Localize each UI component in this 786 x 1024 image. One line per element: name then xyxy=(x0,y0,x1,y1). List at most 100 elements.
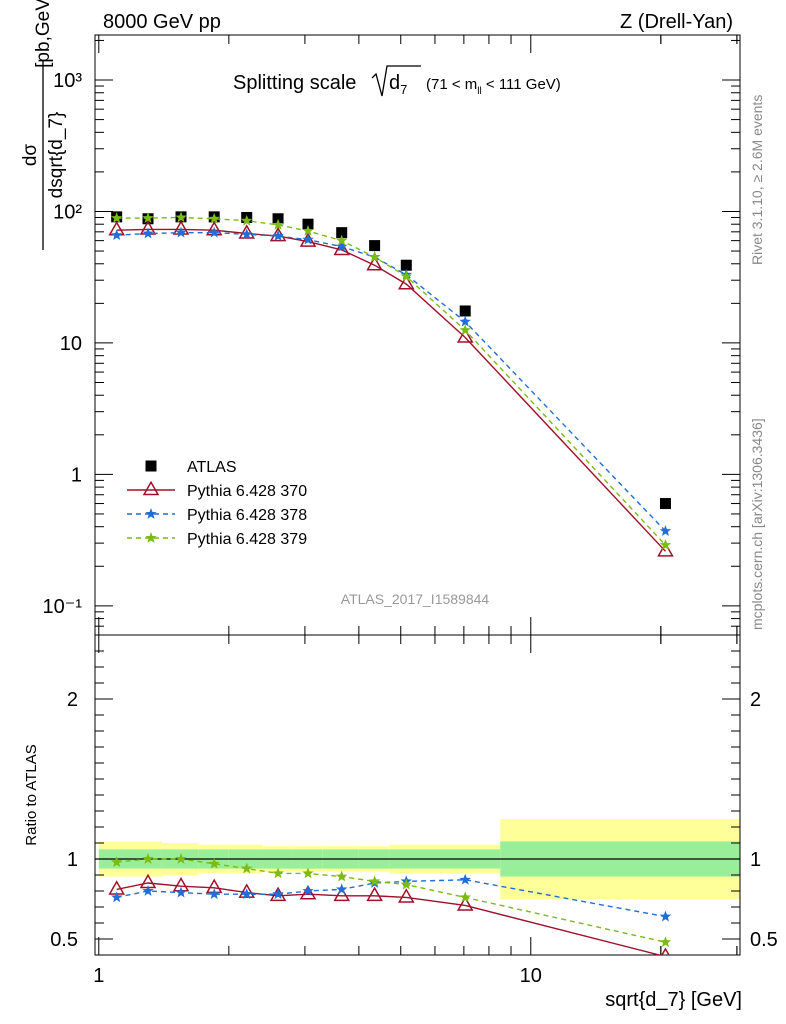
upper-y-axis-label: dσ dsqrt{d_7} [pb,GeV-1] xyxy=(20,0,67,250)
series-3-ratio-point xyxy=(400,878,412,890)
y-tick-label: 10⁻¹ xyxy=(43,596,83,618)
series-2-point xyxy=(208,226,220,238)
series-2-point xyxy=(272,230,284,241)
svg-text:dσ: dσ xyxy=(20,144,41,167)
series-3-ratio-point xyxy=(459,891,471,903)
series-2-ratio-point xyxy=(459,873,471,885)
series-3-point xyxy=(142,212,154,223)
series-0-point xyxy=(302,218,314,230)
series-2-ratio-point xyxy=(302,885,314,896)
ratio-y-tick-label: 1 xyxy=(67,849,78,871)
series-1-point xyxy=(238,224,256,239)
series-2-point xyxy=(175,226,187,238)
series-1-line xyxy=(116,228,667,552)
series-0-point xyxy=(400,259,412,271)
series-3-point xyxy=(241,214,253,226)
series-3-ratio-point xyxy=(110,856,123,868)
series-3-ratio-point xyxy=(272,867,284,879)
plot-title-variable: d7 xyxy=(389,72,407,97)
series-1-ratio-point xyxy=(456,896,474,911)
series-0-point xyxy=(272,213,284,225)
analysis-id-label: ATLAS_2017_I1589844 xyxy=(341,591,490,607)
series-2-ratio-point xyxy=(175,886,187,898)
y-tick-label: 10² xyxy=(53,201,82,223)
x-tick-label: 1 xyxy=(93,965,104,987)
x-tick-label: 10 xyxy=(520,965,542,987)
series-2-ratio-point xyxy=(241,888,253,900)
upper-panel: 10⁻¹ 1 10 10² 10³ Splitting scale d7 (71 < m… xyxy=(20,0,741,636)
series-2-point xyxy=(110,229,123,241)
legend: ATLAS Pythia 6.428 370 Pythia 6.428 378 Pyt… xyxy=(127,459,307,548)
ratio-y-tick-label: 0.5 xyxy=(50,929,78,951)
series-3-point xyxy=(208,212,220,224)
series-2-ratio-point xyxy=(110,891,123,903)
series-1-ratio-point xyxy=(366,886,383,902)
series-3-ratio-point xyxy=(208,857,220,869)
series-3-ratio-point xyxy=(368,875,381,887)
lower-series-layer xyxy=(95,853,740,955)
series-2-ratio-line xyxy=(116,879,666,918)
series-3-line xyxy=(116,216,667,546)
series-2-ratio-point xyxy=(335,883,348,895)
series-0-point xyxy=(659,498,671,510)
lower-axis-ticks: 1 10 0.5 0.5 1 1 2 2 xyxy=(50,635,778,987)
legend-marker-0 xyxy=(145,460,157,472)
series-3-ratio-point xyxy=(335,870,348,882)
series-3-point xyxy=(659,539,672,550)
series-1-point xyxy=(397,274,415,290)
ratio-y-tick-label-right: 0.5 xyxy=(750,929,778,951)
series-3-ratio-line xyxy=(116,858,666,943)
series-2-point xyxy=(335,240,348,252)
series-3-point xyxy=(459,324,471,336)
series-2-ratio-point xyxy=(272,888,284,900)
legend-marker-1 xyxy=(142,480,160,496)
series-3-ratio-point xyxy=(302,867,314,879)
ratio-y-tick-label-right: 1 xyxy=(750,849,761,871)
series-0-point xyxy=(369,240,381,252)
ratio-y-tick-label-right: 2 xyxy=(750,689,761,711)
series-1-ratio-point xyxy=(299,884,317,900)
sqrt-symbol xyxy=(371,65,421,97)
legend-marker-3 xyxy=(145,532,157,543)
legend-label-0: ATLAS xyxy=(187,459,237,476)
series-2-point xyxy=(241,228,253,240)
series-2-point xyxy=(659,525,672,536)
y-tick-label: 10³ xyxy=(53,70,82,92)
series-2-ratio-point xyxy=(208,888,220,900)
mcplots-label: mcplots.cern.ch [arXiv:1306.3436] xyxy=(749,418,765,630)
y-tick-label: 1 xyxy=(71,464,82,486)
series-3-ratio-point xyxy=(659,936,672,948)
series-3-point xyxy=(110,212,123,223)
ratio-y-tick-label: 2 xyxy=(67,689,78,711)
series-1-ratio-point xyxy=(397,888,415,903)
series-3-ratio-point xyxy=(241,862,253,874)
series-3-point xyxy=(400,270,412,282)
series-0-point xyxy=(336,227,348,239)
series-3-point xyxy=(335,234,348,246)
lower-panel-frame xyxy=(94,634,741,956)
lower-panel: 1 10 0.5 0.5 1 1 2 2 Ratio to ATLAS xyxy=(23,634,778,987)
series-2-ratio-point xyxy=(659,910,672,922)
series-3-ratio-point xyxy=(142,853,154,864)
series-2-point xyxy=(142,227,154,239)
series-2-point xyxy=(302,233,314,245)
series-3-point xyxy=(272,218,284,230)
upper-series-layer xyxy=(108,211,674,557)
series-2-point xyxy=(459,315,471,327)
series-2-ratio-point xyxy=(142,885,154,896)
legend-label-2: Pythia 6.428 378 xyxy=(187,507,307,524)
series-0-point xyxy=(459,305,471,317)
rivet-version-label: Rivet 3.1.10, ≥ 2.6M events xyxy=(749,95,765,265)
lower-y-axis-label: Ratio to ATLAS xyxy=(23,744,40,845)
header-left-label: 8000 GeV pp xyxy=(103,11,221,33)
series-1-point xyxy=(456,328,474,343)
series-1-point xyxy=(299,232,317,247)
series-3-point xyxy=(368,251,381,262)
series-3-ratio-point xyxy=(175,853,187,864)
series-1-ratio-line xyxy=(116,882,663,955)
y-tick-label: 10 xyxy=(60,333,82,355)
legend-label-1: Pythia 6.428 370 xyxy=(187,483,307,500)
series-2-line xyxy=(116,231,667,532)
series-1-ratio-point xyxy=(238,883,256,898)
